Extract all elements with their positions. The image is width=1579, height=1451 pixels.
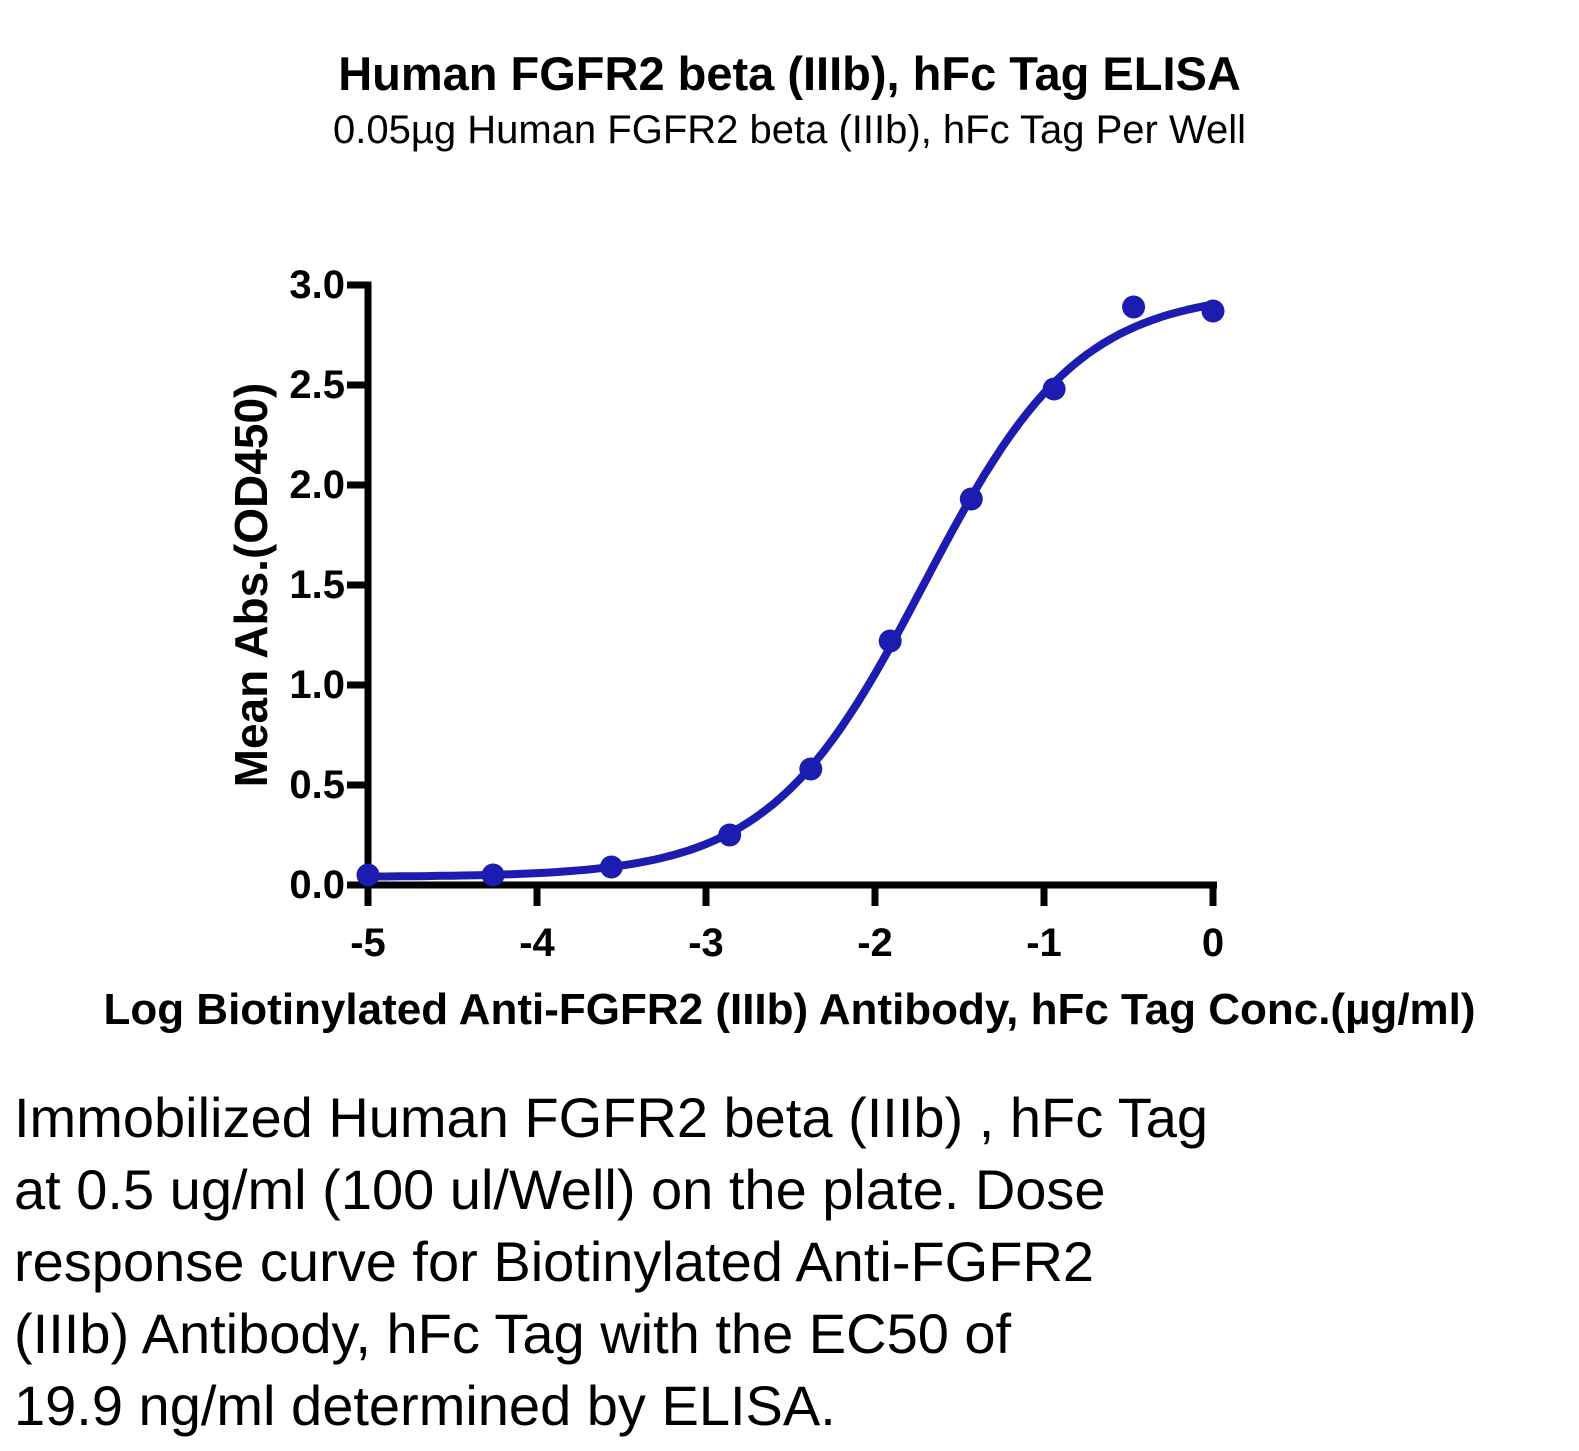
y-tick-label-3.0: 3.0: [289, 263, 345, 307]
x-tick-label--1: -1: [1026, 921, 1062, 965]
chart-subtitle: 0.05µg Human FGFR2 beta (IIIb), hFc Tag …: [332, 108, 1247, 152]
caption-line-2: at 0.5 ug/ml (100 ul/Well) on the plate.…: [14, 1158, 1106, 1221]
data-point-5: [799, 757, 823, 781]
fit-curve: [364, 300, 1217, 881]
data-point-4: [718, 823, 742, 847]
data-point-3: [599, 855, 623, 879]
y-tick-label-1.0: 1.0: [289, 663, 345, 707]
x-axis-title: Log Biotinylated Anti-FGFR2 (IIIb) Antib…: [103, 985, 1476, 1034]
data-point-10: [1201, 299, 1225, 323]
data-point-8: [1042, 377, 1066, 401]
x-tick-label--4: -4: [519, 921, 555, 965]
caption-line-4: (IIIb) Antibody, hFc Tag with the EC50 o…: [14, 1302, 1012, 1365]
data-point-1: [356, 863, 380, 887]
y-tick-label-1.5: 1.5: [289, 563, 345, 607]
chart-title: Human FGFR2 beta (IIIb), hFc Tag ELISA: [338, 47, 1241, 100]
y-tick-label-0.5: 0.5: [289, 763, 345, 807]
x-tick-label--5: -5: [350, 921, 386, 965]
caption-line-3: response curve for Biotinylated Anti-FGF…: [14, 1230, 1095, 1293]
figure-caption: Immobilized Human FGFR2 beta (IIIb) , hF…: [14, 1082, 1208, 1442]
y-tick-label-2.0: 2.0: [289, 463, 345, 507]
y-tick-label-2.5: 2.5: [289, 363, 345, 407]
caption-line-5: 19.9 ng/ml determined by ELISA.: [14, 1374, 836, 1437]
data-point-7: [959, 487, 983, 511]
data-point-6: [878, 629, 902, 653]
y-axis-title: Mean Abs.(OD450): [225, 382, 277, 788]
x-tick-label--3: -3: [688, 921, 724, 965]
y-tick-label-0.0: 0.0: [289, 863, 345, 907]
data-point-9: [1122, 295, 1146, 319]
x-tick-label-0: 0: [1201, 921, 1225, 965]
x-tick-label--2: -2: [857, 921, 893, 965]
caption-line-1: Immobilized Human FGFR2 beta (IIIb) , hF…: [14, 1086, 1209, 1149]
data-point-2: [481, 863, 505, 887]
